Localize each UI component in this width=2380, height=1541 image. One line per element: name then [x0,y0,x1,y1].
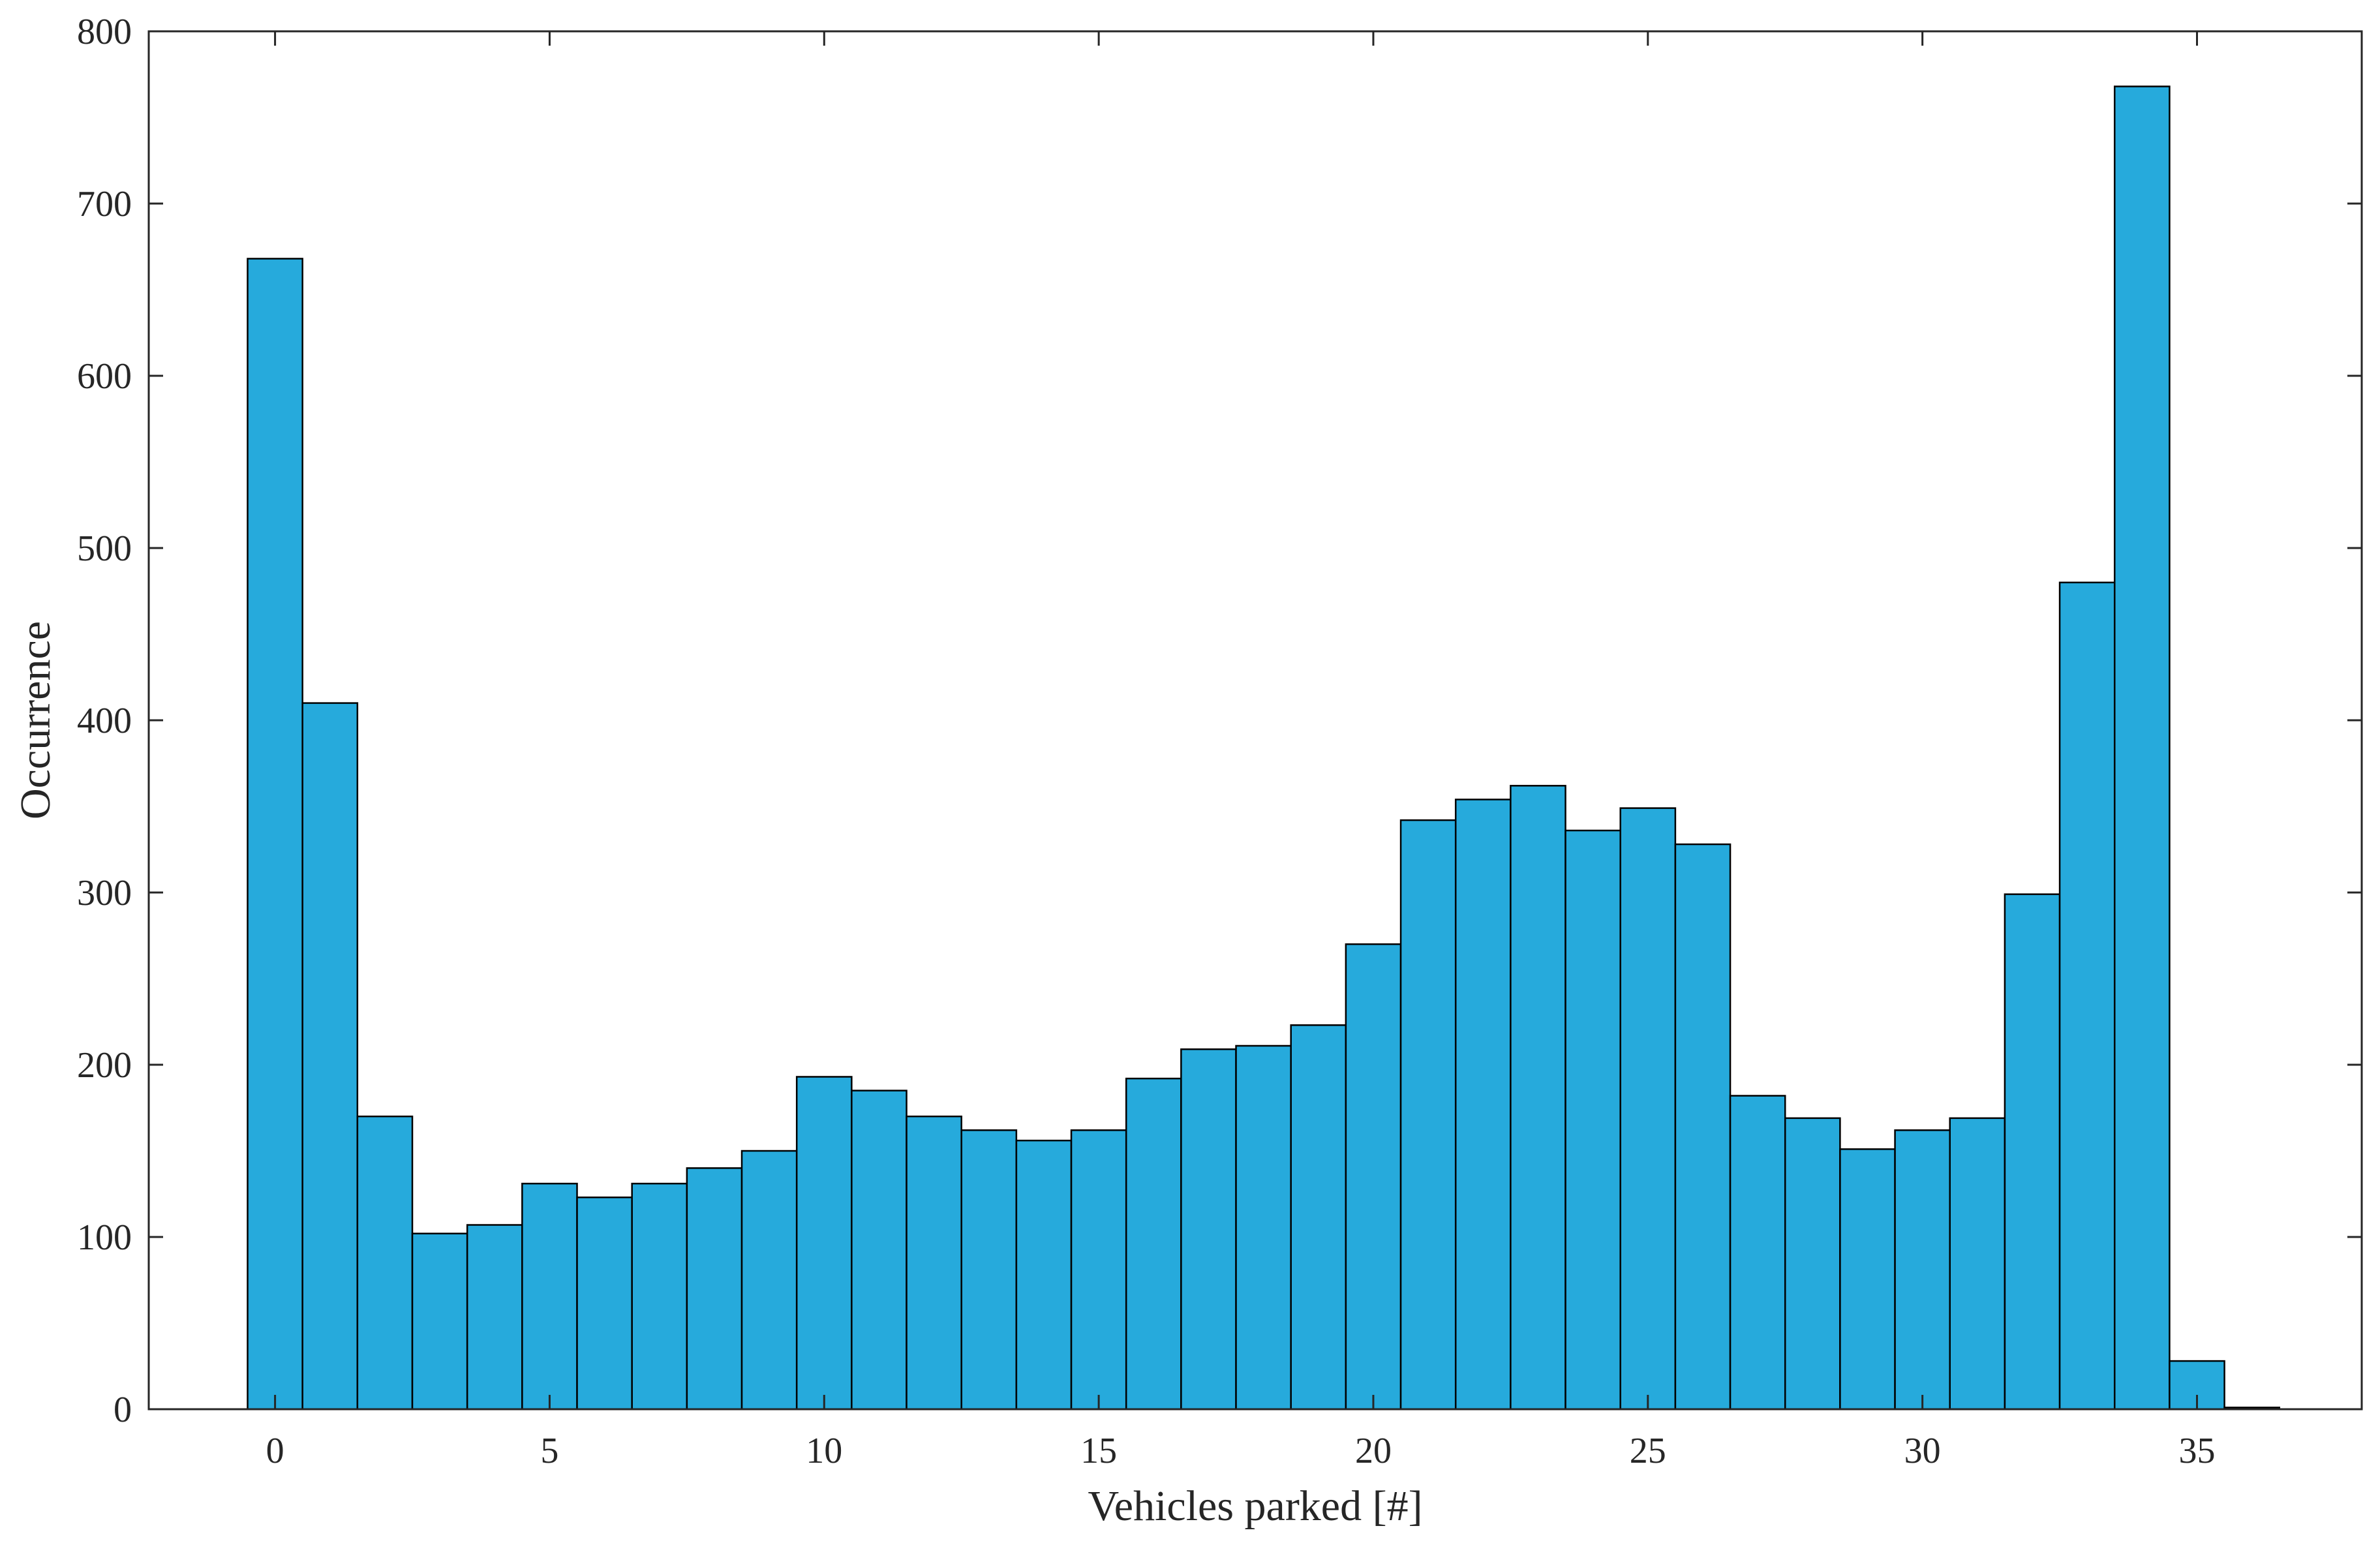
histogram-bar [740,1150,798,1411]
ticks-group: 0 5 10 15 20 25 30 35 0 100 200 300 400 500 600 700 800 [77,12,2362,1471]
histogram-bar [2004,893,2061,1411]
x-tick-label: 15 [1080,1431,1117,1471]
bars-group [247,85,2280,1411]
y-tick-label: 300 [77,873,132,913]
histogram-bar [2058,581,2116,1411]
histogram-bar [521,1182,578,1411]
y-tick-label: 100 [77,1217,132,1258]
histogram-bar [1949,1117,2006,1411]
histogram-bar [1399,819,1457,1411]
histogram-bar [466,1224,523,1411]
histogram-bar [1345,943,1402,1411]
histogram-bar [1235,1045,1292,1411]
x-tick-label: 30 [1904,1431,1941,1471]
histogram-bar [411,1232,468,1411]
y-tick-label: 500 [77,528,132,569]
x-tick-label: 35 [2178,1431,2215,1471]
y-tick-label: 200 [77,1045,132,1086]
histogram-bar [1619,807,1677,1411]
histogram-bar [1290,1024,1347,1411]
histogram-bar [1729,1095,1786,1411]
histogram-bar [851,1090,908,1411]
y-axis-label: Occurrence [12,621,59,819]
histogram-bar [1180,1048,1237,1411]
y-tick-label: 600 [77,356,132,397]
x-tick-label: 25 [1630,1431,1666,1471]
y-tick-label: 700 [77,184,132,224]
y-tick-label: 400 [77,701,132,741]
histogram-bar [576,1197,633,1411]
y-tick-label: 0 [114,1390,132,1430]
histogram-bar [1454,799,1512,1411]
histogram-bar [1070,1129,1127,1411]
histogram-bar [1564,829,1621,1411]
histogram-bar [960,1129,1018,1411]
histogram-bar [686,1167,743,1411]
histogram-bar [906,1115,962,1411]
histogram-bar [301,702,359,1411]
histogram-bar [1510,785,1566,1411]
y-tick-label: 800 [77,12,132,52]
histogram-bar [1674,843,1732,1411]
histogram-bar [1894,1129,1951,1411]
histogram-bar [1125,1077,1182,1411]
histogram-bar [356,1115,414,1411]
histogram-bar [1015,1139,1073,1411]
x-tick-label: 20 [1355,1431,1392,1471]
histogram-bar [1839,1148,1896,1411]
histogram-bar [631,1182,688,1411]
x-tick-label: 0 [266,1431,284,1471]
x-axis-label: Vehicles parked [#] [1088,1482,1422,1530]
histogram-bar [2113,85,2171,1411]
x-tick-label: 10 [806,1431,842,1471]
histogram-bar [247,258,303,1411]
histogram-bar [795,1076,853,1411]
histogram-bar [1784,1117,1841,1411]
x-tick-label: 5 [540,1431,558,1471]
